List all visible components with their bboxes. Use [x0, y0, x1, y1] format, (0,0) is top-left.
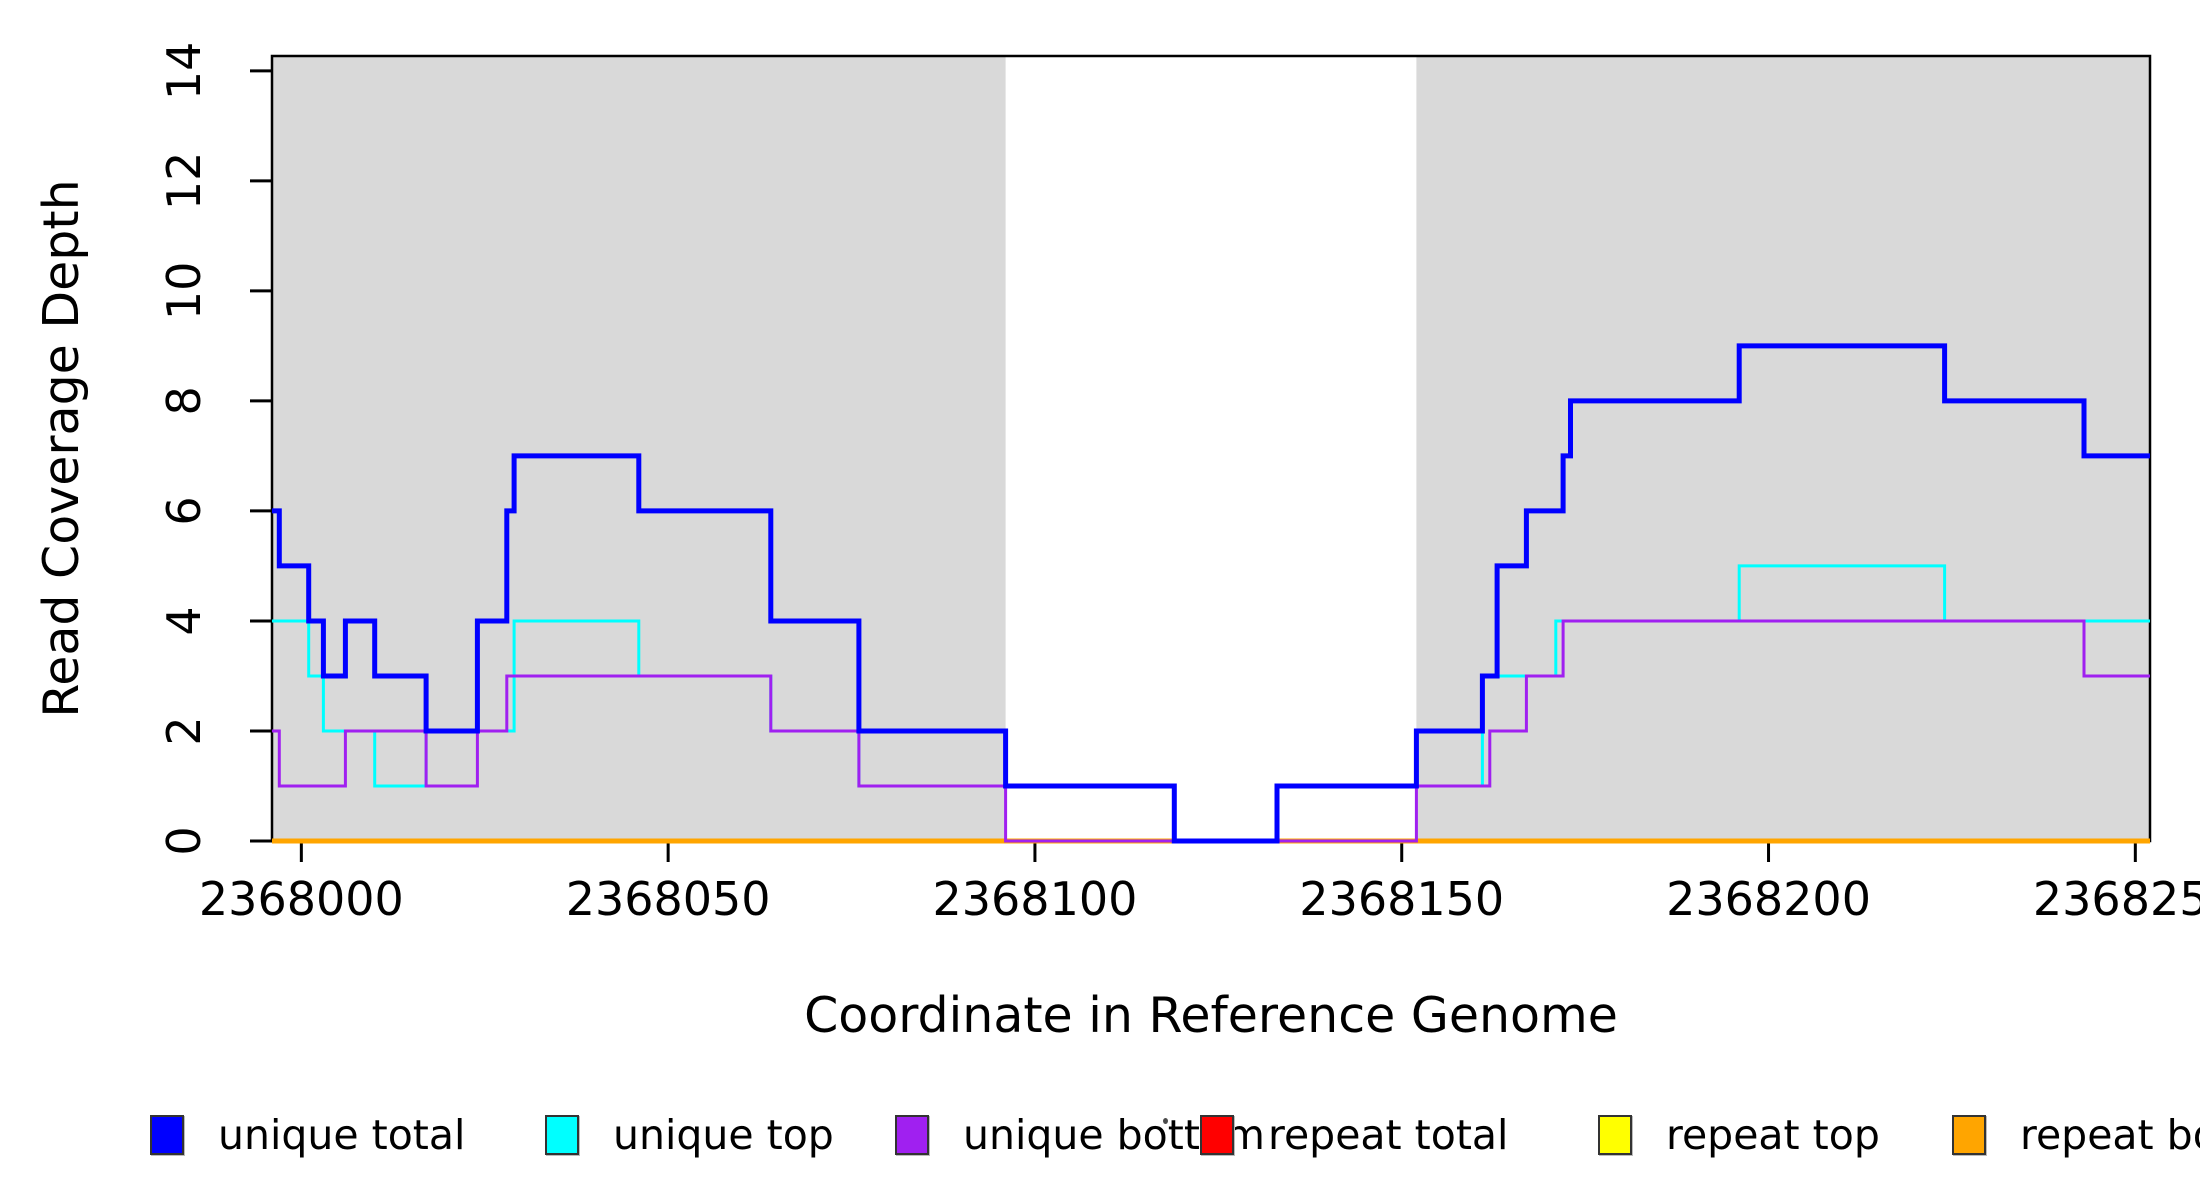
x-tick-label: 2368050: [566, 872, 771, 926]
legend-item-repeat-bottom: repeat bottom: [1952, 1100, 2200, 1170]
legend-item-repeat-top: repeat top: [1598, 1100, 1880, 1170]
legend-swatch-repeat-top: [1598, 1115, 1632, 1155]
legend-swatch-unique-total: [150, 1115, 184, 1155]
masked-region: [1416, 56, 2150, 841]
y-tick-label: 10: [157, 262, 211, 321]
legend-label: unique total: [218, 1111, 466, 1159]
legend-label: unique top: [613, 1111, 834, 1159]
x-tick-label: 2368150: [1299, 872, 1504, 926]
y-tick-label: 0: [157, 826, 211, 855]
x-tick-label: 2368200: [1666, 872, 1871, 926]
legend-swatch-repeat-bottom: [1952, 1115, 1986, 1155]
y-tick-label: 4: [157, 606, 211, 635]
series-line-unique-bottom: [272, 619, 2150, 843]
x-tick-label: 2368000: [199, 872, 404, 926]
legend-swatch-repeat-total: [1200, 1115, 1234, 1155]
legend-label: repeat total: [1268, 1111, 1509, 1159]
legend-item-repeat-total: repeat total: [1200, 1100, 1508, 1170]
legend-label: repeat top: [1666, 1111, 1880, 1159]
series-line-unique-total: [272, 343, 2150, 844]
x-axis-title: Coordinate in Reference Genome: [804, 987, 1618, 1044]
legend-item-unique-total: unique total: [150, 1100, 465, 1170]
y-tick-label: 14: [157, 42, 211, 101]
legend-swatch-unique-bottom: [895, 1115, 929, 1155]
masked-region: [272, 56, 1006, 841]
y-axis-title: Read Coverage Depth: [33, 179, 90, 717]
legend-stray-dot: [1163, 1118, 1168, 1124]
legend-label: repeat bottom: [2020, 1111, 2200, 1159]
y-tick-label: 12: [157, 152, 211, 211]
y-tick-label: 8: [157, 386, 211, 415]
legend: unique total unique top unique bottom repea…: [0, 1100, 2200, 1170]
legend-item-unique-top: unique top: [545, 1100, 834, 1170]
y-tick-label: 6: [157, 496, 211, 525]
x-tick-label: 2368100: [933, 872, 1138, 926]
legend-swatch-unique-top: [545, 1115, 579, 1155]
y-tick-label: 2: [157, 716, 211, 745]
